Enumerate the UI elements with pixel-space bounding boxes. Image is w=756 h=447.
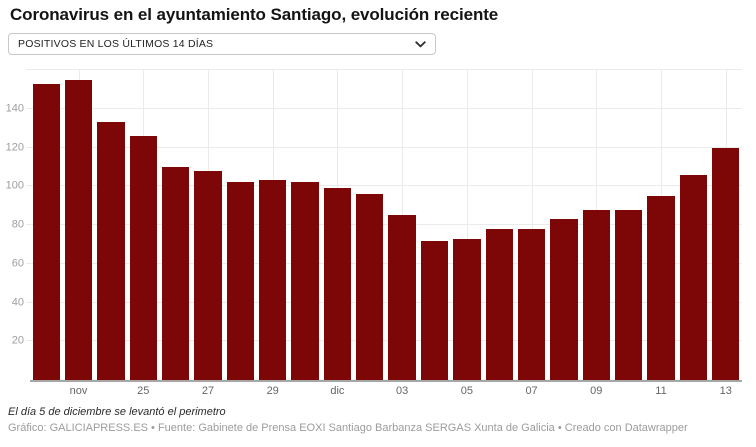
x-tick-label: 13 [719,385,732,397]
bar-cell [224,70,256,380]
y-tick-label: 140 [5,102,24,115]
y-gridline [26,340,742,342]
bar[interactable] [647,195,675,380]
bar-cell [386,70,418,380]
bar[interactable] [194,170,222,380]
y-gridline [26,107,742,109]
bars [30,70,742,380]
y-tick-label: 120 [5,141,24,153]
bar[interactable] [323,188,352,380]
bar-cell [710,70,742,380]
bar-cell [451,70,483,380]
bar-cell [159,70,191,380]
x-tick-empty [30,385,62,397]
bar[interactable] [453,238,481,380]
bar-cell [30,70,62,380]
bar[interactable] [388,215,416,380]
bar[interactable] [129,135,157,380]
bar[interactable] [291,182,319,380]
bar[interactable] [679,174,708,380]
y-tick-label: 60 [11,257,24,270]
x-tick-label: 25 [137,385,150,397]
x-tick-label: nov [69,385,88,397]
x-tick-label: 09 [590,385,603,397]
bar[interactable] [64,79,93,380]
x-tick-label: 05 [460,385,473,397]
x-axis-labels: nov 25 27 29 dic 03 05 07 09 11 13 [30,385,742,397]
bar[interactable] [161,166,190,380]
bar-cell [645,70,677,380]
y-gridline [26,301,742,303]
bar[interactable] [517,228,546,380]
x-gridline [531,70,533,380]
y-gridline [26,69,742,70]
bar-cell [548,70,580,380]
y-gridline [26,146,742,148]
metric-select-value: POSITIVOS EN LOS ÚLTIMOS 14 DÍAS [18,38,214,50]
bar[interactable] [259,180,287,380]
bar-cell [95,70,127,380]
y-tick-label: 100 [5,179,24,192]
x-tick-label: 11 [655,385,667,397]
bar-cell [192,70,224,380]
x-tick-empty [418,385,450,397]
x-tick-empty [224,385,256,397]
metric-select[interactable]: POSITIVOS EN LOS ÚLTIMOS 14 DÍAS [8,33,436,55]
x-tick-empty [289,385,321,397]
chart-title: Coronavirus en el ayuntamiento Santiago,… [10,5,499,24]
bar-cell [612,70,644,380]
y-tick-label: 80 [11,218,24,231]
x-tick-empty [95,385,127,397]
bar[interactable] [614,209,643,380]
y-gridline [26,185,742,187]
y-axis-labels: 20 40 60 80 100 120 140 [0,70,24,380]
x-tick-empty [159,385,191,397]
x-tick-label: 29 [266,385,279,397]
y-gridline [26,262,742,264]
bar-cell [289,70,321,380]
y-gridline [26,224,742,225]
x-tick-empty [677,385,709,397]
bar[interactable] [550,219,578,380]
bar-cell [321,70,353,380]
bar[interactable] [712,147,740,380]
bar-cell [127,70,159,380]
bar[interactable] [485,228,513,380]
bar-cell [677,70,709,380]
bar-cell [418,70,450,380]
chevron-down-icon [415,40,426,48]
chart-credits: Gráfico: GALICIAPRESS.ES • Fuente: Gabin… [8,422,688,434]
bar[interactable] [356,194,384,380]
x-tick-empty [548,385,580,397]
x-tick-empty [483,385,515,397]
bar-cell [515,70,547,380]
bar-cell [483,70,515,380]
bar[interactable] [226,182,255,380]
x-tick-empty [612,385,644,397]
x-tick-label: 07 [525,385,538,397]
x-gridline [466,70,468,380]
bar-cell [257,70,289,380]
y-tick-label: 40 [11,296,24,308]
plot-area [26,69,742,382]
bar-cell [580,70,612,380]
bar[interactable] [582,209,610,380]
bar[interactable] [420,240,449,380]
chart-note: El día 5 de diciembre se levantó el peri… [8,406,226,418]
bar-cell [354,70,386,380]
bar[interactable] [97,122,125,380]
x-tick-empty [354,385,386,397]
x-tick-label: 03 [396,385,409,397]
x-tick-label: 27 [201,385,215,397]
x-tick-label: dic [330,385,345,397]
bar-cell [62,70,94,380]
bar[interactable] [32,83,60,380]
y-tick-label: 20 [11,334,24,347]
